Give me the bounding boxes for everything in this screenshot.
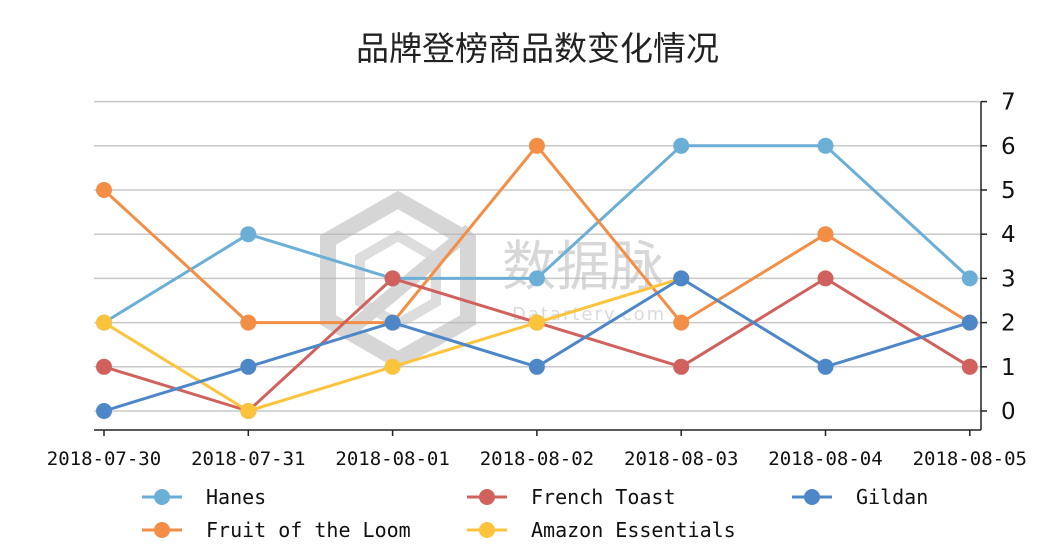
x-tick-label: 2018-08-04 — [768, 448, 882, 470]
data-point — [817, 358, 834, 375]
data-point — [96, 403, 112, 419]
x-tick-label: 2018-08-02 — [480, 448, 594, 470]
series-line — [103, 276, 971, 413]
data-point — [961, 314, 978, 331]
legend-marker — [154, 522, 170, 538]
legend-label: Fruit of the Loom — [206, 518, 411, 542]
data-point — [528, 137, 545, 154]
legend-label: Gildan — [856, 485, 928, 509]
series-gildan — [96, 270, 978, 419]
legend: Hanes French Toast Gildan Fruit of the Loom… — [142, 485, 928, 542]
data-point — [384, 270, 401, 287]
x-tick-label: 2018-08-03 — [624, 448, 738, 470]
legend-marker — [479, 489, 495, 505]
data-point — [384, 314, 401, 331]
data-point — [96, 182, 112, 198]
y-tick-label: 3 — [1001, 266, 1016, 292]
data-point — [240, 314, 257, 331]
data-point — [673, 137, 690, 154]
legend-marker — [804, 489, 820, 505]
x-tick-label: 2018-07-31 — [191, 448, 305, 470]
series-line — [103, 276, 971, 413]
legend-item: Hanes — [142, 485, 266, 509]
legend-label: French Toast — [531, 485, 676, 509]
data-point — [673, 270, 690, 287]
legend-item: Gildan — [792, 485, 928, 509]
data-point — [240, 358, 257, 375]
x-tick-label: 2018-08-05 — [913, 448, 1027, 470]
legend-marker — [154, 489, 170, 505]
y-tick-label: 4 — [1001, 222, 1016, 248]
data-point — [817, 270, 834, 287]
legend-marker — [479, 522, 495, 538]
watermark-text: 数据脉 — [502, 235, 664, 298]
y-tick-label: 6 — [1001, 134, 1016, 160]
series-group — [96, 137, 978, 419]
legend-item: French Toast — [467, 485, 676, 509]
data-point — [673, 314, 690, 331]
data-point — [240, 226, 257, 243]
data-point — [961, 270, 978, 287]
legend-item: Fruit of the Loom — [142, 518, 411, 542]
legend-label: Amazon Essentials — [531, 518, 736, 542]
data-point — [528, 314, 545, 331]
legend-item: Amazon Essentials — [467, 518, 736, 542]
x-tick-label: 2018-07-30 — [47, 448, 161, 470]
data-point — [528, 358, 545, 375]
y-tick-label: 7 — [1001, 90, 1016, 116]
data-point — [961, 358, 978, 375]
y-tick-label: 2 — [1001, 311, 1016, 337]
data-point — [817, 137, 834, 154]
data-point — [240, 403, 257, 419]
data-point — [673, 358, 690, 375]
y-tick-label: 5 — [1001, 178, 1016, 204]
data-point — [384, 358, 401, 375]
data-point — [96, 358, 112, 375]
x-tick-label: 2018-08-01 — [335, 448, 449, 470]
tick-labels: 2018-07-30 2018-07-31 2018-08-01 2018-08-02… — [47, 90, 1027, 470]
y-tick-label: 0 — [1001, 399, 1016, 425]
legend-label: Hanes — [206, 485, 266, 509]
data-point — [528, 270, 545, 287]
data-point — [817, 226, 834, 243]
y-tick-label: 1 — [1001, 355, 1016, 381]
data-point — [96, 314, 112, 331]
chart-title: 品牌登榜商品数变化情况 — [356, 29, 719, 68]
